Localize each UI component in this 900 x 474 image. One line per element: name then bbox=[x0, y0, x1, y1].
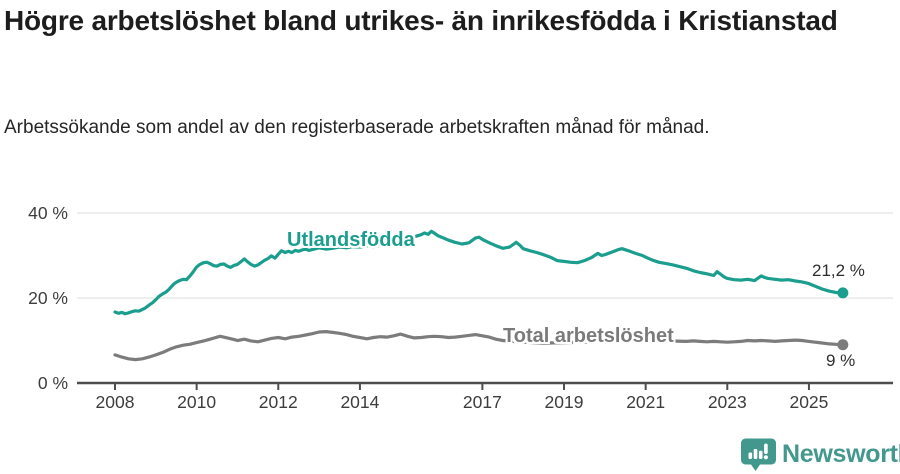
series-label-total-arbetsloshet: Total arbetslöshet bbox=[503, 325, 674, 347]
x-tick-label-2014: 2014 bbox=[340, 392, 379, 412]
series-line-1 bbox=[113, 330, 845, 362]
page-subtitle: Arbetssökande som andel av den registerb… bbox=[4, 117, 710, 138]
series-label-utlandsfodda: Utlandsfödda bbox=[287, 229, 415, 251]
x-tick-label-2012: 2012 bbox=[259, 392, 298, 412]
x-tick-label-2010: 2010 bbox=[177, 392, 216, 412]
series-end-dot-1 bbox=[837, 339, 849, 351]
brand-footer[interactable]: Newsworthy bbox=[740, 437, 900, 472]
end-value-total: 9 % bbox=[826, 351, 856, 370]
y-tick-label-20: 20 % bbox=[28, 288, 68, 308]
x-tick-label-2017: 2017 bbox=[463, 392, 502, 412]
newsworthy-logo-icon bbox=[740, 437, 777, 472]
y-tick-label-40: 40 % bbox=[28, 203, 68, 223]
end-value-utlandsfodda: 21,2 % bbox=[812, 261, 865, 280]
x-tick-label-2023: 2023 bbox=[708, 392, 747, 412]
page-title: Högre arbetslöshet bland utrikes- än inr… bbox=[4, 5, 838, 36]
series-end-dot-0 bbox=[837, 287, 849, 299]
x-tick-label-2025: 2025 bbox=[789, 392, 828, 412]
x-tick-label-2019: 2019 bbox=[545, 392, 584, 412]
series-line-0 bbox=[113, 229, 845, 316]
y-tick-label-0: 0 % bbox=[38, 373, 68, 393]
x-tick-label-2021: 2021 bbox=[626, 392, 665, 412]
x-tick-label-2008: 2008 bbox=[96, 392, 135, 412]
brand-name: Newsworthy bbox=[782, 440, 900, 468]
